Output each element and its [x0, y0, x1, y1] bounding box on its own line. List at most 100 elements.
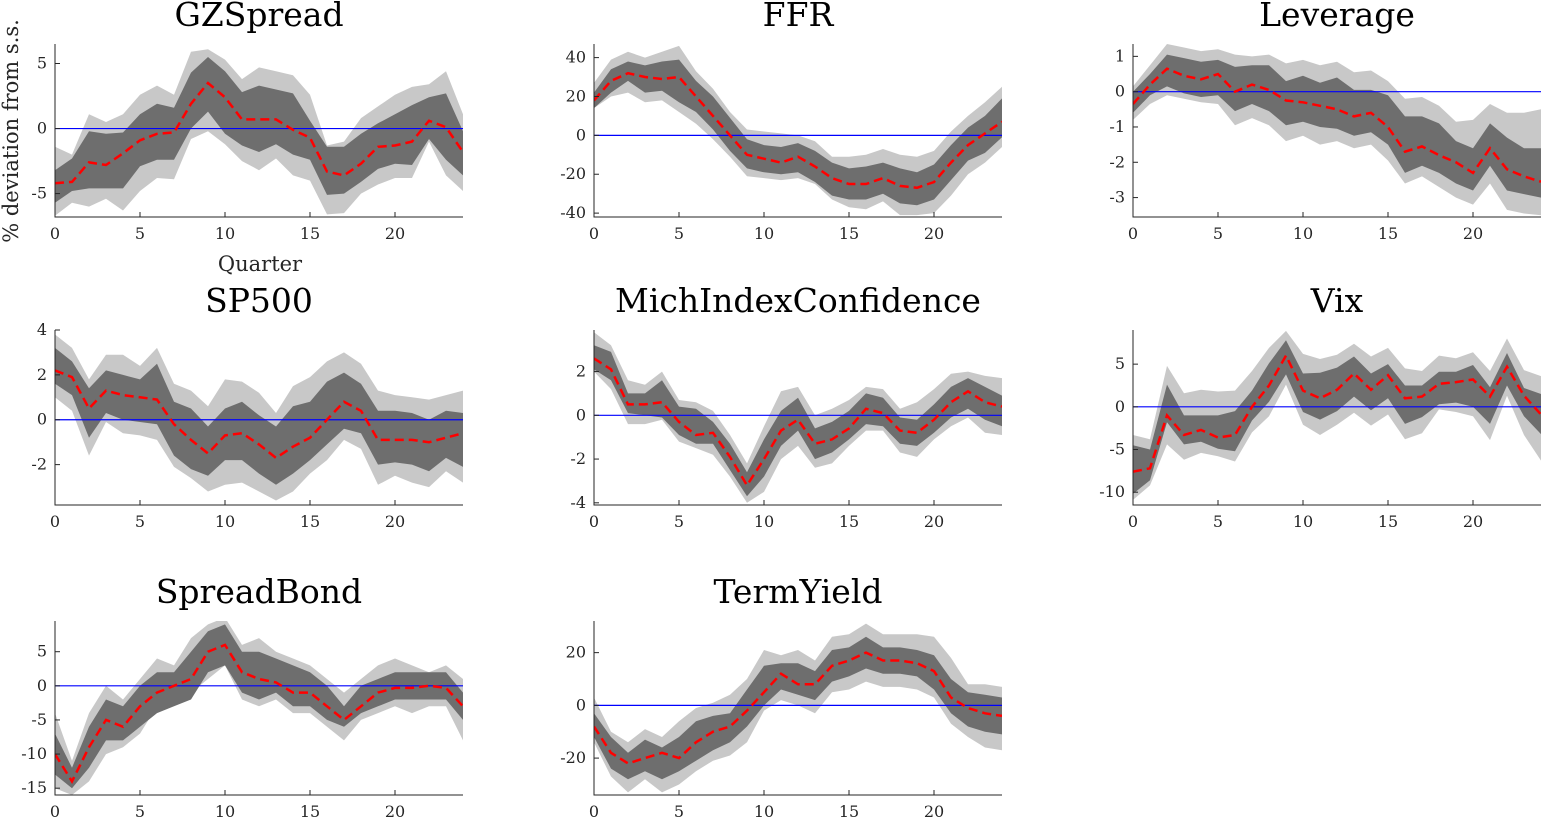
subplot-michindexconfidence: 0 5 10 15 20 -4 -2 0 2 MichIndexConfidence: [570, 281, 1002, 531]
inner-band: [55, 57, 463, 203]
x-tick-label: 0: [50, 224, 60, 243]
median-line: [594, 651, 1002, 765]
x-axis-label: Quarter: [218, 252, 303, 276]
subplot-gzspread: 0 5 10 15 20 -5 0 5 GZSpread: [31, 0, 463, 243]
y-tick-label: 20: [566, 86, 586, 105]
subplot-vix: 0 5 10 15 20 -10 -5 0 5 Vix: [1099, 281, 1541, 531]
y-tick-label: 0: [1115, 397, 1125, 416]
x-tick-label: 10: [754, 224, 774, 243]
x-tick-label: 10: [754, 802, 774, 821]
y-tick-label: -10: [21, 744, 47, 763]
y-tick-label: -2: [1109, 152, 1125, 171]
x-tick-label: 0: [589, 802, 599, 821]
y-tick-label: -2: [570, 449, 586, 468]
x-tick-label: 10: [215, 512, 235, 531]
y-tick-label: -5: [1109, 440, 1125, 459]
x-tick-label: 20: [924, 802, 944, 821]
y-tick-label: 40: [566, 48, 586, 67]
x-tick-label: 5: [135, 512, 145, 531]
inner-band: [594, 345, 1002, 497]
x-tick-label: 5: [1213, 512, 1223, 531]
outer-band: [55, 621, 463, 795]
subplot-title: MichIndexConfidence: [615, 281, 981, 320]
x-tick-label: 5: [1213, 224, 1223, 243]
plot-area: [1133, 44, 1541, 216]
x-tick-label: 10: [215, 224, 235, 243]
x-tick-label: 20: [1463, 224, 1483, 243]
subplot-title: SP500: [205, 281, 313, 320]
x-tick-label: 10: [1293, 512, 1313, 531]
plot-area: [594, 623, 1002, 793]
y-tick-label: 0: [37, 676, 47, 695]
plot-area: [594, 332, 1002, 503]
x-tick-label: 15: [300, 802, 320, 821]
x-tick-label: 0: [50, 512, 60, 531]
median-line: [55, 369, 463, 460]
subplot-leverage: 0 5 10 15 20 -3 -2 -1 0 1 Leverage: [1109, 0, 1541, 243]
x-tick-label: 20: [924, 512, 944, 531]
x-tick-label: 10: [754, 512, 774, 531]
y-tick-label: -3: [1109, 188, 1125, 207]
y-tick-label: 0: [37, 119, 47, 138]
inner-band: [1133, 340, 1541, 494]
x-tick-label: 10: [1293, 224, 1313, 243]
x-tick-label: 15: [300, 512, 320, 531]
subplot-title: SpreadBond: [156, 572, 362, 611]
x-tick-label: 5: [674, 802, 684, 821]
y-tick-label: 0: [576, 125, 586, 144]
y-tick-label: 20: [566, 643, 586, 662]
inner-band: [55, 347, 463, 485]
plot-area: [1133, 330, 1541, 500]
x-tick-label: 15: [1378, 224, 1398, 243]
y-tick-label: -5: [31, 710, 47, 729]
x-tick-label: 0: [1128, 512, 1138, 531]
x-tick-label: 0: [50, 802, 60, 821]
subplot-sp500: 0 5 10 15 20 -2 0 2 4 SP500: [31, 281, 463, 531]
x-tick-label: 20: [385, 802, 405, 821]
subplot-title: Vix: [1310, 281, 1364, 320]
x-tick-label: 20: [924, 224, 944, 243]
median-line: [55, 643, 463, 784]
y-tick-label: 0: [576, 695, 586, 714]
y-tick-label: 5: [37, 54, 47, 73]
x-tick-label: 20: [385, 224, 405, 243]
median-line: [55, 81, 463, 185]
subplot-ffr: 0 5 10 15 20 -40 -20 0 20 40 FFR: [560, 0, 1002, 243]
x-tick-label: 0: [589, 224, 599, 243]
plot-area: [55, 334, 463, 501]
x-tick-label: 0: [1128, 224, 1138, 243]
subplot-title: Leverage: [1259, 0, 1415, 34]
y-tick-label: 2: [37, 365, 47, 384]
x-tick-label: 10: [215, 802, 235, 821]
x-tick-label: 15: [839, 802, 859, 821]
x-tick-label: 20: [1463, 512, 1483, 531]
median-line: [1133, 352, 1541, 473]
subplot-title: GZSpread: [174, 0, 343, 34]
y-tick-label: -10: [1099, 482, 1125, 501]
y-tick-label: -20: [560, 748, 586, 767]
y-tick-label: -1: [1109, 117, 1125, 136]
y-tick-label: 4: [37, 320, 47, 339]
plot-area: [55, 49, 463, 216]
plot-area: [55, 621, 463, 795]
x-tick-label: 15: [839, 224, 859, 243]
x-tick-label: 0: [589, 512, 599, 531]
x-tick-label: 15: [300, 224, 320, 243]
y-axis-label: % deviation from s.s.: [0, 19, 23, 243]
median-line: [594, 71, 1002, 190]
subplot-spreadbond: 0 5 10 15 20 -15 -10 -5 0 5 SpreadBond: [21, 572, 463, 821]
y-tick-label: 2: [576, 362, 586, 381]
x-tick-label: 20: [385, 512, 405, 531]
y-tick-label: -4: [570, 493, 586, 512]
y-tick-label: 0: [1115, 82, 1125, 101]
y-tick-label: 1: [1115, 46, 1125, 65]
x-tick-label: 15: [1378, 512, 1398, 531]
y-tick-label: -2: [31, 455, 47, 474]
inner-band: [55, 624, 463, 789]
x-tick-label: 5: [674, 224, 684, 243]
y-tick-label: -40: [560, 203, 586, 222]
y-tick-label: 0: [37, 410, 47, 429]
y-tick-label: 5: [37, 642, 47, 661]
